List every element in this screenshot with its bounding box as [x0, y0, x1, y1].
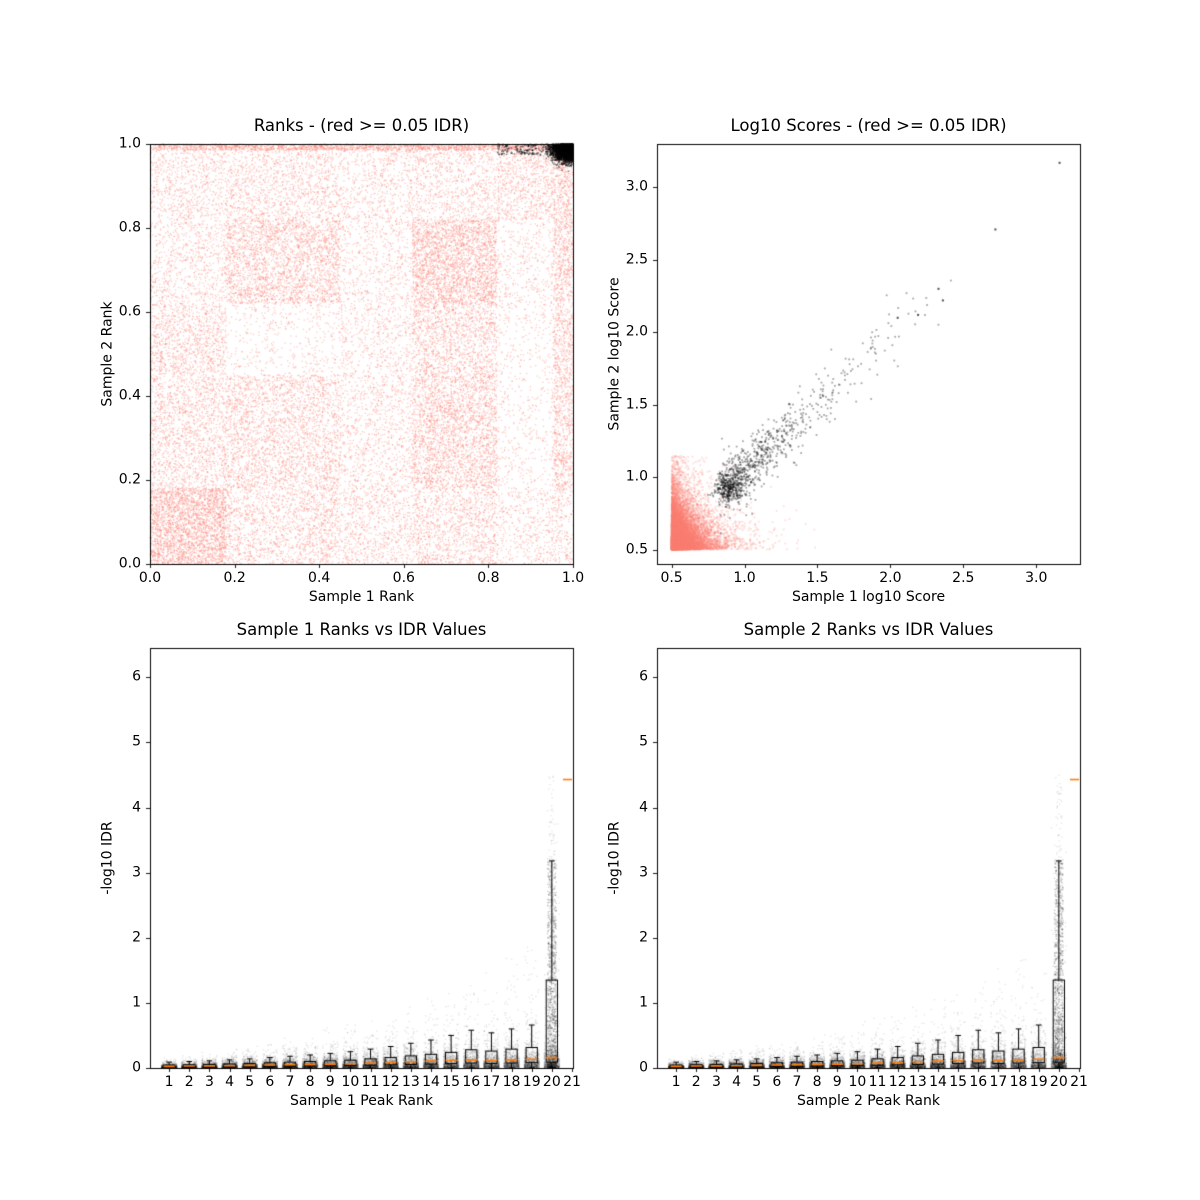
figure-canvas — [0, 0, 1200, 1200]
figure: Ranks - (red >= 0.05 IDR) Sample 1 Rank … — [0, 0, 1200, 1200]
